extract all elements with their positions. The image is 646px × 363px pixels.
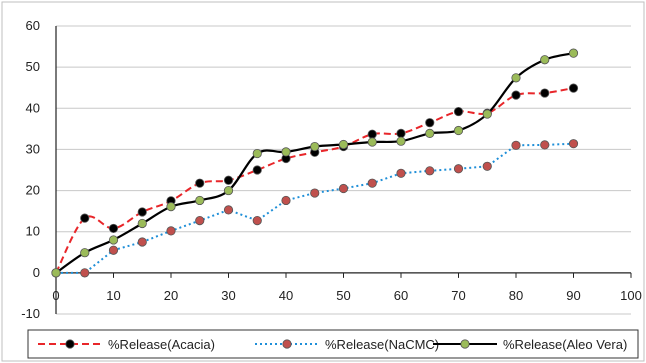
data-point xyxy=(252,148,262,159)
tick-labels: -10 0 10 20 30 40 50 60 0 10 20 30 40 50 60 70 80 90 100 xyxy=(21,18,642,321)
data-point xyxy=(396,136,406,146)
data-point xyxy=(166,226,176,236)
x-tick-label: 40 xyxy=(279,288,293,303)
series-2 xyxy=(51,139,579,278)
x-tick-label: 80 xyxy=(509,288,523,303)
y-tick-label: 10 xyxy=(26,224,40,239)
data-point xyxy=(166,202,176,212)
data-point xyxy=(425,166,435,176)
data-point xyxy=(223,205,234,215)
data-point xyxy=(367,178,377,188)
data-point xyxy=(367,137,377,147)
legend-label: %Release(Aleo Vera) xyxy=(503,337,627,352)
y-tick-label: 0 xyxy=(33,265,40,280)
data-point xyxy=(223,175,234,185)
x-tick-label: 70 xyxy=(451,288,465,303)
data-point xyxy=(80,268,90,278)
data-point xyxy=(108,223,119,234)
data-point xyxy=(310,188,320,198)
data-point xyxy=(511,140,521,150)
data-point xyxy=(568,139,579,149)
data-point xyxy=(281,195,291,206)
data-point xyxy=(425,128,435,138)
axes xyxy=(55,26,632,314)
legend-swatch-marker xyxy=(282,339,292,349)
y-tick-label: 50 xyxy=(26,59,40,74)
data-point xyxy=(482,109,492,119)
y-tick-label: 60 xyxy=(26,18,40,33)
data-point xyxy=(223,185,234,196)
data-point xyxy=(453,106,464,117)
data-point xyxy=(338,183,349,194)
legend-item: %Release(Acacia) xyxy=(38,337,215,352)
data-point xyxy=(51,268,61,278)
data-point xyxy=(540,140,550,150)
x-tick-label: 30 xyxy=(221,288,235,303)
data-point xyxy=(425,118,435,128)
data-point xyxy=(540,55,550,65)
data-point xyxy=(540,88,550,98)
data-point xyxy=(195,216,205,226)
x-tick-label: 100 xyxy=(620,288,642,303)
y-tick-label: 20 xyxy=(26,183,40,198)
data-point xyxy=(108,245,119,255)
data-point xyxy=(453,125,464,136)
data-point xyxy=(137,237,147,247)
legend-box xyxy=(27,329,639,359)
data-point xyxy=(568,48,579,58)
legend-label: %Release(NaCMC) xyxy=(325,337,439,352)
data-point xyxy=(511,90,521,100)
y-tick-label: 40 xyxy=(26,100,40,115)
data-point xyxy=(195,195,205,206)
series-lines xyxy=(51,48,579,278)
data-point xyxy=(80,213,90,223)
data-point xyxy=(281,147,291,157)
y-tick-label: -10 xyxy=(21,306,40,321)
data-point xyxy=(453,164,464,174)
x-tick-label: 60 xyxy=(394,288,408,303)
data-point xyxy=(252,165,262,175)
legend: %Release(Acacia) %Release(NaCMC) %Release(… xyxy=(27,329,639,359)
data-point xyxy=(511,73,521,83)
x-tick-label: 20 xyxy=(164,288,178,303)
x-tick-label: 0 xyxy=(52,288,59,303)
data-point xyxy=(568,83,579,93)
legend-item: %Release(NaCMC) xyxy=(255,337,439,352)
data-point xyxy=(137,218,147,229)
legend-label: %Release(Acacia) xyxy=(108,337,215,352)
data-point xyxy=(137,207,147,217)
y-tick-label: 30 xyxy=(26,141,40,156)
x-tick-label: 90 xyxy=(566,288,580,303)
data-point xyxy=(367,129,377,139)
legend-swatch-marker xyxy=(65,339,75,349)
data-point xyxy=(396,128,406,138)
data-point xyxy=(80,248,90,258)
data-point xyxy=(396,168,406,178)
data-point xyxy=(108,235,119,245)
data-point xyxy=(338,139,349,150)
legend-item: %Release(Aleo Vera) xyxy=(433,337,627,352)
data-point xyxy=(252,216,262,226)
series-3 xyxy=(51,48,579,278)
data-point xyxy=(195,178,205,188)
x-tick-label: 10 xyxy=(106,288,120,303)
data-point xyxy=(310,141,320,152)
x-tick-label: 50 xyxy=(336,288,350,303)
legend-swatch-marker xyxy=(460,339,470,349)
data-point xyxy=(482,161,492,171)
